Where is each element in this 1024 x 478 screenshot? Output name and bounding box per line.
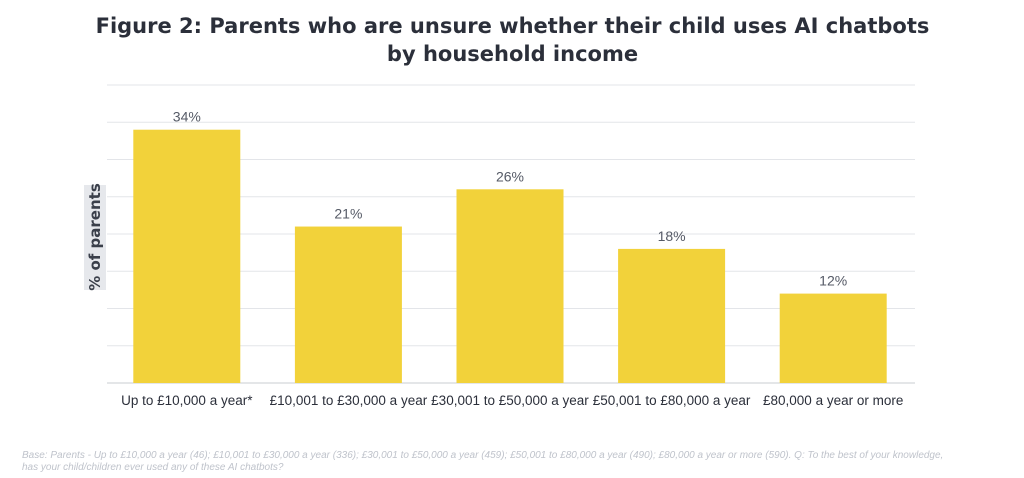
chart-title: Figure 2: Parents who are unsure whether…: [95, 14, 930, 66]
x-tick-label: Up to £10,000 a year*: [121, 393, 253, 408]
y-axis-label-background: [84, 185, 106, 290]
bar: [456, 189, 564, 383]
data-label: 34%: [173, 109, 201, 125]
data-label: 21%: [334, 206, 362, 222]
x-tick-label: £80,000 a year or more: [763, 393, 903, 408]
x-tick-label: £10,001 to £30,000 a year: [270, 393, 428, 408]
bar: [294, 226, 402, 383]
x-tick-label: £30,001 to £50,000 a year: [431, 393, 589, 408]
bar: [779, 293, 887, 383]
data-label: 12%: [819, 273, 847, 289]
data-label: 18%: [658, 228, 686, 244]
bar: [133, 129, 241, 383]
bar: [618, 248, 726, 383]
x-tick-label: £50,001 to £80,000 a year: [593, 393, 751, 408]
data-label: 26%: [496, 168, 524, 184]
bar-chart: 34% Up to £10,000 a year* 21% £10,001 to £3…: [107, 84, 915, 408]
footnote: Base: Parents - Up to £10,000 a year (46…: [22, 450, 944, 473]
